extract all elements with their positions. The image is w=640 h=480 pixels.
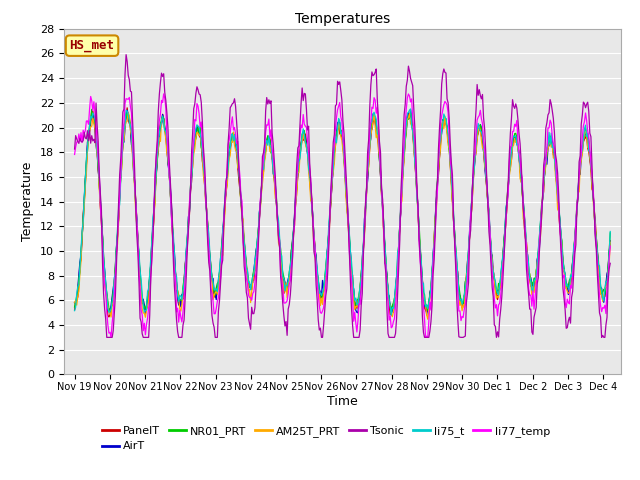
AirT: [423, 312, 431, 318]
li75_t: [606, 228, 614, 234]
AM25T_PRT: [330, 169, 337, 175]
Tsonic: [103, 335, 111, 340]
Line: li77_temp: li77_temp: [75, 94, 610, 337]
Tsonic: [596, 310, 604, 316]
li77_temp: [512, 123, 520, 129]
AM25T_PRT: [71, 300, 79, 305]
li75_t: [596, 263, 604, 269]
X-axis label: Time: Time: [327, 395, 358, 408]
PanelT: [363, 186, 371, 192]
AM25T_PRT: [390, 296, 398, 302]
Legend: PanelT, AirT, NR01_PRT, AM25T_PRT, Tsonic, li75_t, li77_temp: PanelT, AirT, NR01_PRT, AM25T_PRT, Tsoni…: [97, 421, 554, 456]
li77_temp: [363, 190, 371, 195]
Tsonic: [327, 181, 335, 187]
AirT: [596, 275, 604, 281]
Tsonic: [606, 261, 614, 266]
li75_t: [325, 219, 333, 225]
li75_t: [390, 296, 398, 302]
AM25T_PRT: [596, 278, 604, 284]
PanelT: [71, 307, 79, 313]
AM25T_PRT: [362, 204, 369, 210]
li77_temp: [596, 292, 604, 298]
Tsonic: [392, 331, 399, 336]
AirT: [512, 137, 520, 143]
PanelT: [105, 314, 113, 320]
li75_t: [360, 222, 368, 228]
Tsonic: [363, 185, 371, 191]
AM25T_PRT: [606, 240, 614, 245]
PanelT: [392, 286, 399, 291]
AM25T_PRT: [512, 140, 520, 145]
PanelT: [330, 151, 338, 156]
li77_temp: [606, 243, 614, 249]
PanelT: [596, 277, 604, 283]
li77_temp: [330, 143, 338, 149]
PanelT: [512, 134, 520, 140]
NR01_PRT: [596, 271, 604, 277]
AM25T_PRT: [424, 316, 431, 322]
AirT: [606, 240, 614, 246]
Tsonic: [71, 146, 79, 152]
Tsonic: [330, 132, 338, 137]
PanelT: [606, 238, 614, 243]
li77_temp: [71, 152, 79, 157]
NR01_PRT: [330, 149, 338, 155]
AirT: [328, 179, 336, 185]
AirT: [71, 300, 79, 305]
li75_t: [512, 133, 520, 139]
li77_temp: [327, 188, 335, 193]
NR01_PRT: [327, 192, 335, 198]
NR01_PRT: [88, 107, 95, 112]
AM25T_PRT: [326, 213, 334, 218]
li75_t: [387, 312, 395, 318]
Tsonic: [512, 101, 520, 107]
PanelT: [327, 195, 335, 201]
li75_t: [328, 174, 336, 180]
NR01_PRT: [392, 293, 399, 299]
li77_temp: [160, 91, 168, 97]
PanelT: [124, 105, 131, 111]
NR01_PRT: [363, 188, 371, 194]
li77_temp: [392, 303, 399, 309]
li75_t: [407, 106, 415, 112]
Line: NR01_PRT: NR01_PRT: [75, 109, 610, 312]
NR01_PRT: [606, 230, 614, 236]
AirT: [325, 227, 333, 232]
NR01_PRT: [106, 309, 114, 315]
AirT: [360, 216, 368, 222]
Line: AM25T_PRT: AM25T_PRT: [75, 113, 610, 319]
Tsonic: [122, 52, 130, 58]
li75_t: [71, 308, 79, 313]
AirT: [407, 107, 415, 113]
Line: Tsonic: Tsonic: [75, 55, 610, 337]
Title: Temperatures: Temperatures: [295, 12, 390, 26]
Text: HS_met: HS_met: [70, 39, 115, 52]
AM25T_PRT: [124, 110, 132, 116]
Line: PanelT: PanelT: [75, 108, 610, 317]
NR01_PRT: [71, 304, 79, 310]
li77_temp: [108, 335, 115, 340]
AirT: [390, 310, 397, 315]
Y-axis label: Temperature: Temperature: [22, 162, 35, 241]
Line: AirT: AirT: [75, 110, 610, 315]
Line: li75_t: li75_t: [75, 109, 610, 315]
NR01_PRT: [512, 131, 520, 136]
